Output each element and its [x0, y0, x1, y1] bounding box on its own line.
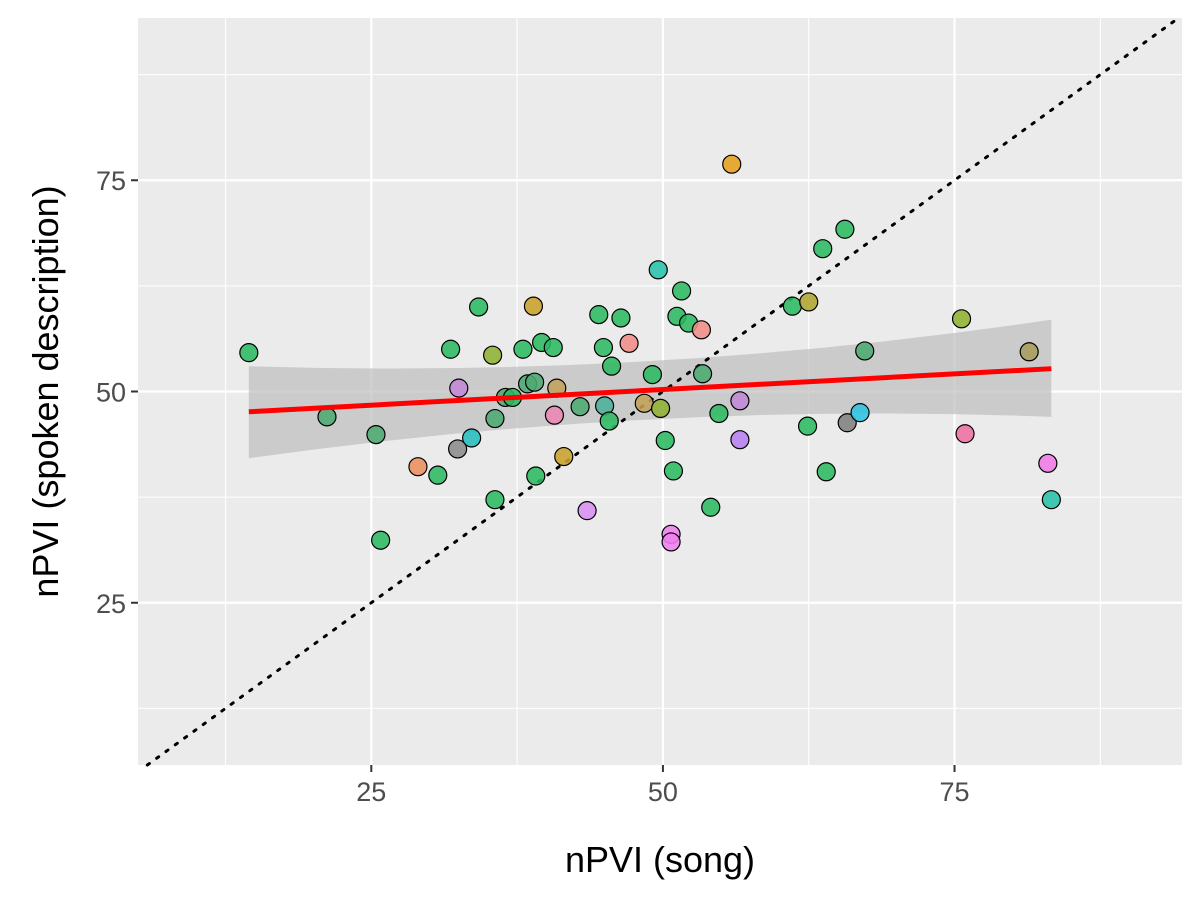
regression-line: [248, 366, 1052, 415]
data-point: [837, 413, 857, 433]
data-point: [554, 446, 574, 467]
data-point: [593, 337, 614, 358]
data-point: [655, 430, 675, 451]
data-point: [601, 356, 622, 376]
data-point: [797, 416, 818, 436]
data-point: [691, 320, 712, 340]
data-point: [850, 403, 870, 423]
data-point: [462, 428, 482, 448]
data-point: [813, 239, 833, 259]
x-tick-label: 25: [356, 777, 386, 807]
data-point: [671, 281, 692, 301]
data-point: [485, 408, 505, 429]
data-point: [642, 364, 663, 385]
data-point: [650, 398, 671, 419]
y-tick-label: 75: [96, 166, 126, 196]
data-point: [523, 296, 544, 316]
data-point: [1041, 490, 1061, 510]
data-point: [526, 466, 546, 486]
data-point: [955, 424, 975, 444]
regression-line-layer: [248, 366, 1052, 415]
points-layer: [239, 154, 1061, 552]
data-point: [525, 372, 545, 392]
data-point: [599, 411, 619, 431]
data-point: [513, 339, 533, 359]
data-point: [855, 341, 875, 361]
identity-line: [145, 16, 1181, 767]
data-point: [543, 337, 563, 358]
data-point: [619, 333, 639, 353]
data-point: [951, 309, 972, 329]
data-point: [663, 461, 684, 481]
data-point: [730, 391, 750, 411]
y-axis-title: nPVI (spoken description): [25, 185, 66, 597]
data-point: [782, 296, 802, 316]
data-point: [483, 345, 503, 365]
data-point: [544, 405, 565, 425]
data-point: [239, 343, 259, 363]
tick-labels: 25 50 75 25 50 75: [96, 166, 970, 807]
x-tick-label: 50: [648, 777, 678, 807]
data-point: [835, 219, 855, 239]
data-point: [730, 430, 750, 450]
data-point: [648, 260, 668, 280]
axis-ticks: [131, 179, 956, 772]
data-point: [722, 154, 742, 174]
data-point: [816, 462, 836, 482]
x-tick-label: 75: [940, 777, 970, 807]
data-point: [589, 305, 609, 325]
data-point: [634, 393, 654, 413]
identity-line-layer: [145, 16, 1181, 767]
data-point: [577, 501, 597, 521]
data-point: [408, 457, 428, 477]
data-point: [371, 530, 391, 550]
data-point: [570, 397, 590, 417]
y-tick-label: 25: [96, 589, 126, 619]
data-point: [1019, 342, 1039, 362]
data-point: [317, 407, 337, 427]
data-point: [799, 292, 819, 312]
data-point: [692, 364, 713, 384]
data-point: [448, 439, 468, 459]
data-point: [1038, 453, 1058, 473]
x-axis-title: nPVI (song): [565, 839, 755, 880]
data-point: [449, 378, 469, 398]
data-point: [441, 339, 461, 359]
data-point: [428, 465, 448, 485]
data-point: [485, 490, 505, 510]
data-point: [469, 297, 489, 317]
data-point: [611, 308, 631, 328]
data-point: [709, 403, 729, 424]
y-tick-label: 50: [96, 378, 126, 408]
data-point: [366, 424, 386, 445]
data-point: [701, 497, 721, 517]
data-point: [661, 532, 681, 552]
